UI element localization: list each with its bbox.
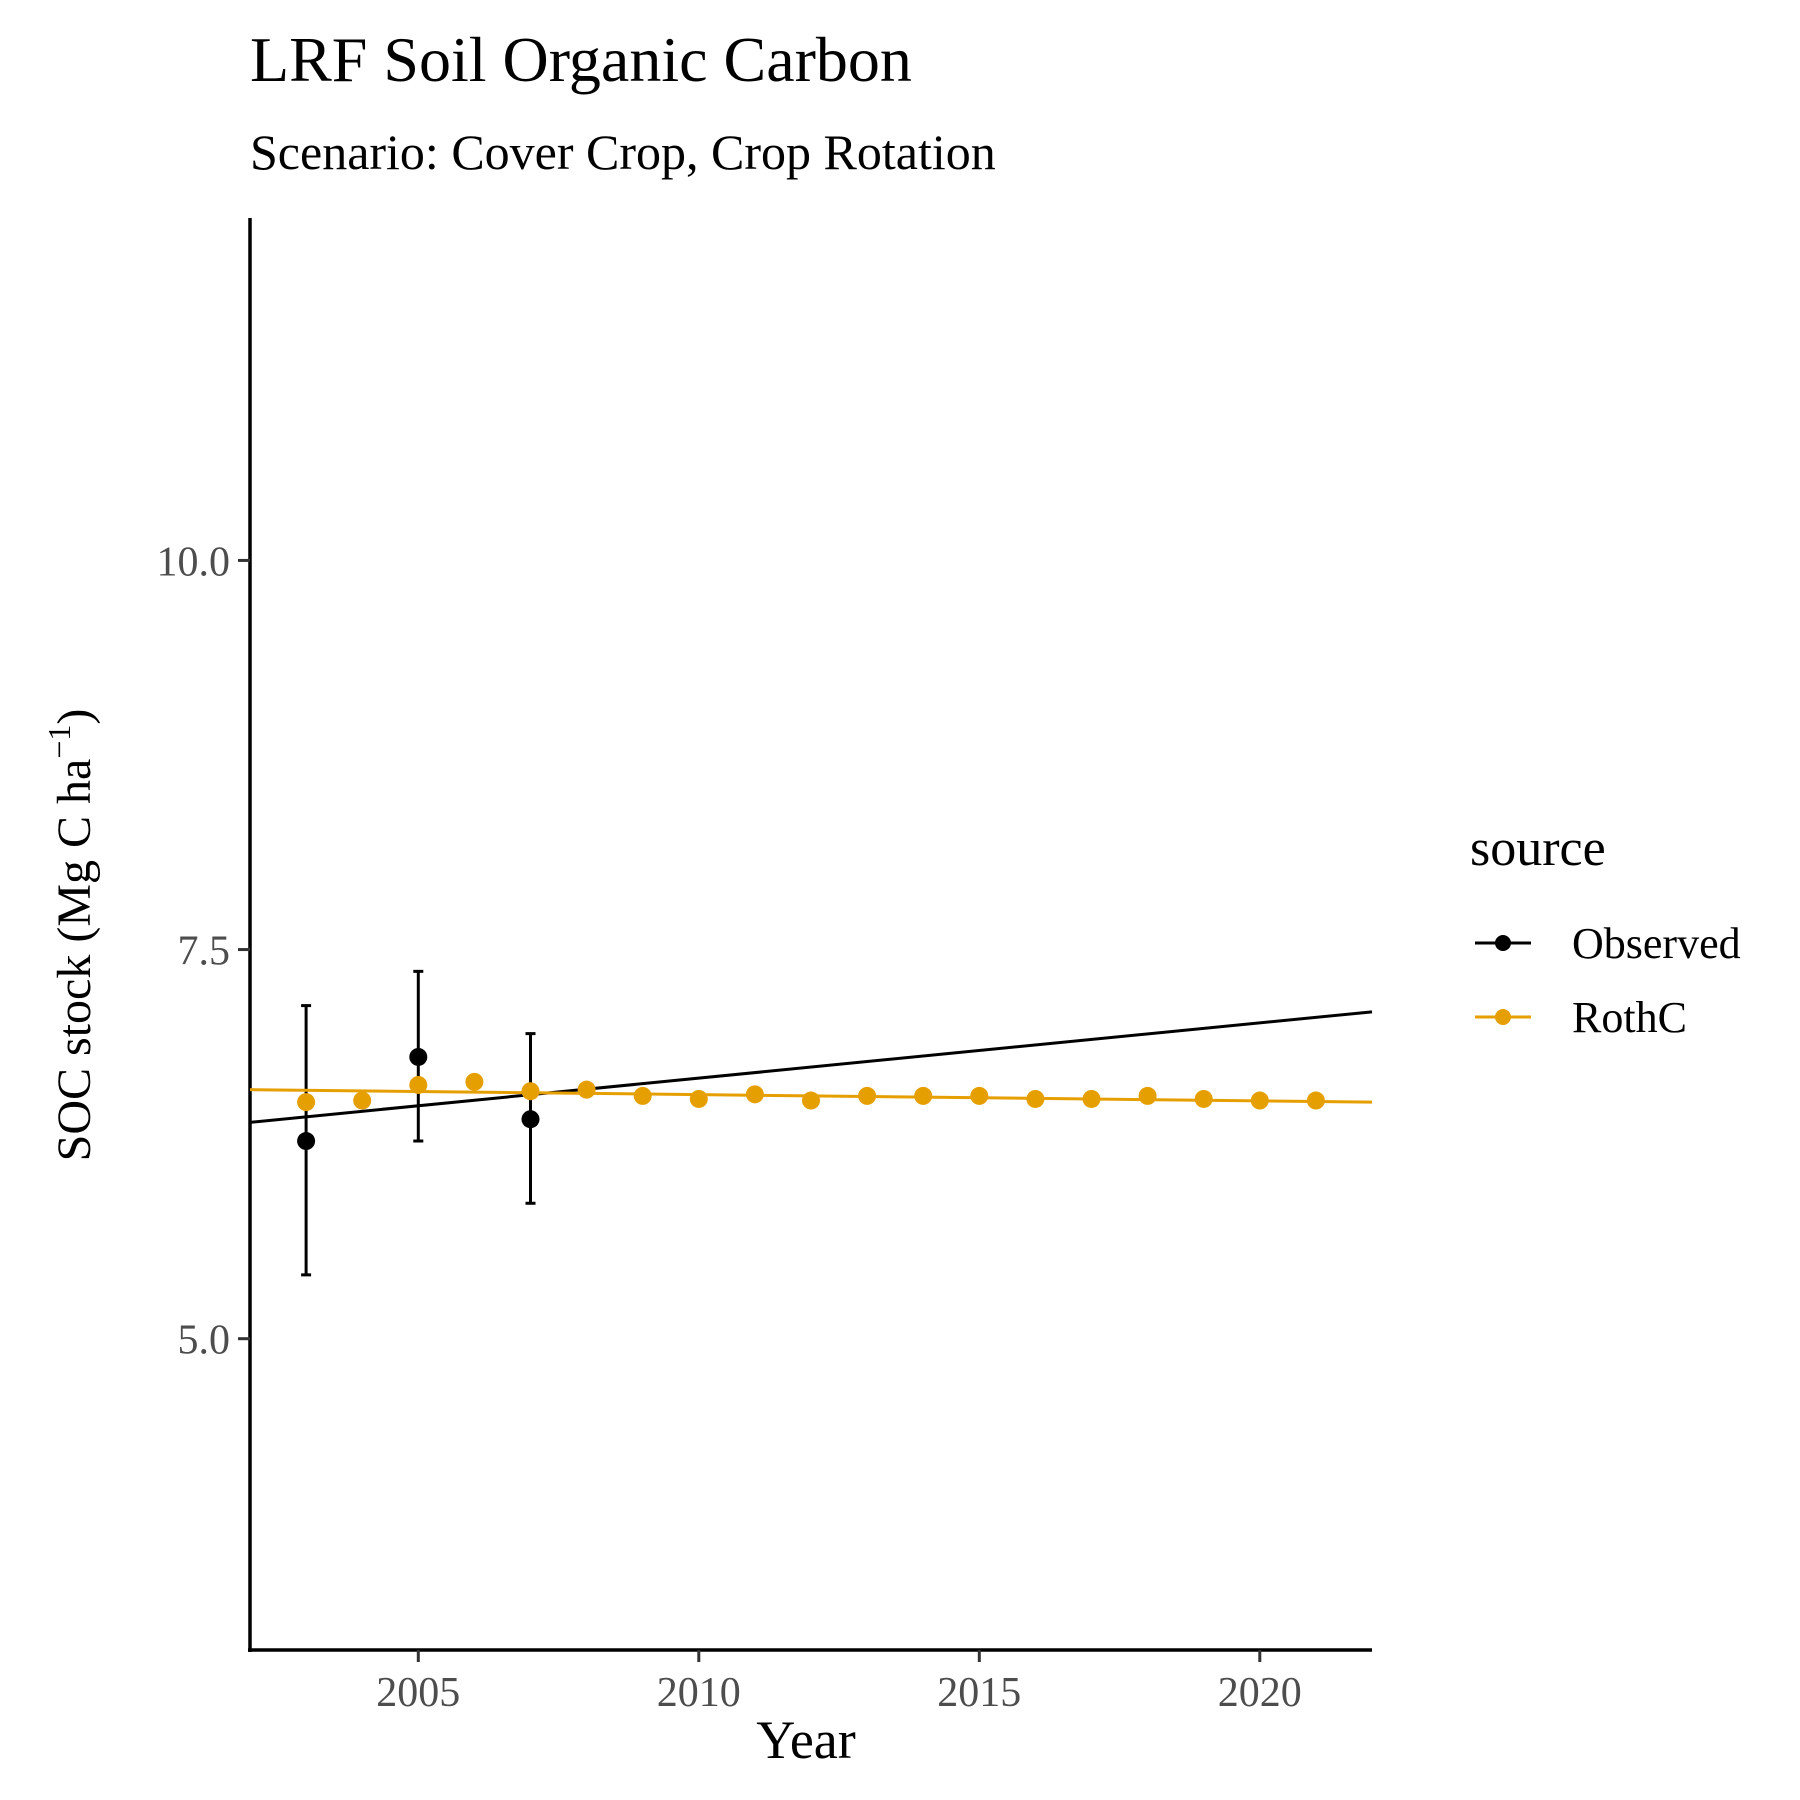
- y-axis-title-close: ): [48, 709, 101, 725]
- x-tick-label: 2010: [657, 1670, 741, 1716]
- rothc-point: [353, 1091, 372, 1110]
- chart-subtitle: Scenario: Cover Crop, Crop Rotation: [250, 124, 996, 180]
- y-tick-label: 5.0: [178, 1318, 231, 1364]
- rothc-point: [689, 1089, 708, 1108]
- y-tick-label: 7.5: [178, 929, 231, 975]
- observed-point: [297, 1132, 316, 1151]
- legend-rothc-marker: [1495, 1009, 1511, 1025]
- rothc-point: [521, 1082, 540, 1101]
- legend-title: source: [1470, 820, 1606, 877]
- rothc-point: [1250, 1091, 1269, 1110]
- legend: source Observed RothC: [1470, 820, 1741, 1042]
- rothc-point: [633, 1086, 652, 1105]
- rothc-point: [297, 1093, 316, 1112]
- x-tick-label: 2015: [937, 1670, 1021, 1716]
- chart-title: LRF Soil Organic Carbon: [250, 24, 912, 95]
- legend-rothc-label: RothC: [1572, 993, 1687, 1042]
- rothc-point: [802, 1091, 820, 1110]
- observed-point: [521, 1110, 540, 1129]
- legend-item-rothc: RothC: [1475, 993, 1687, 1042]
- rothc-point: [1082, 1089, 1101, 1108]
- y-axis-title: SOC stock (Mg C ha−1): [41, 709, 101, 1162]
- rothc-point: [745, 1085, 764, 1104]
- rothc-point: [914, 1086, 933, 1105]
- x-tick-label: 2020: [1218, 1670, 1302, 1716]
- series-rothc: [249, 1072, 1373, 1112]
- y-tick-label: 10.0: [157, 539, 231, 585]
- rothc-point: [465, 1072, 484, 1091]
- observed-point: [409, 1047, 428, 1066]
- legend-observed-label: Observed: [1572, 919, 1741, 968]
- x-axis-title: Year: [756, 1710, 856, 1770]
- legend-item-observed: Observed: [1475, 919, 1741, 968]
- rothc-point: [577, 1080, 596, 1099]
- rothc-point: [1306, 1091, 1325, 1110]
- rothc-point: [1026, 1089, 1045, 1108]
- observed-trend-line: [249, 1010, 1373, 1124]
- rothc-point: [1138, 1086, 1157, 1105]
- rothc-point: [1194, 1089, 1213, 1108]
- rothc-point: [970, 1086, 989, 1105]
- legend-observed-marker: [1495, 935, 1511, 951]
- y-axis-title-sup: −1: [41, 725, 77, 759]
- rothc-point: [409, 1075, 428, 1094]
- y-axis-title-main: SOC stock (Mg C ha: [48, 759, 101, 1162]
- series-observed: [249, 969, 1373, 1277]
- x-tick-label: 2005: [376, 1670, 460, 1716]
- rothc-point: [858, 1086, 877, 1105]
